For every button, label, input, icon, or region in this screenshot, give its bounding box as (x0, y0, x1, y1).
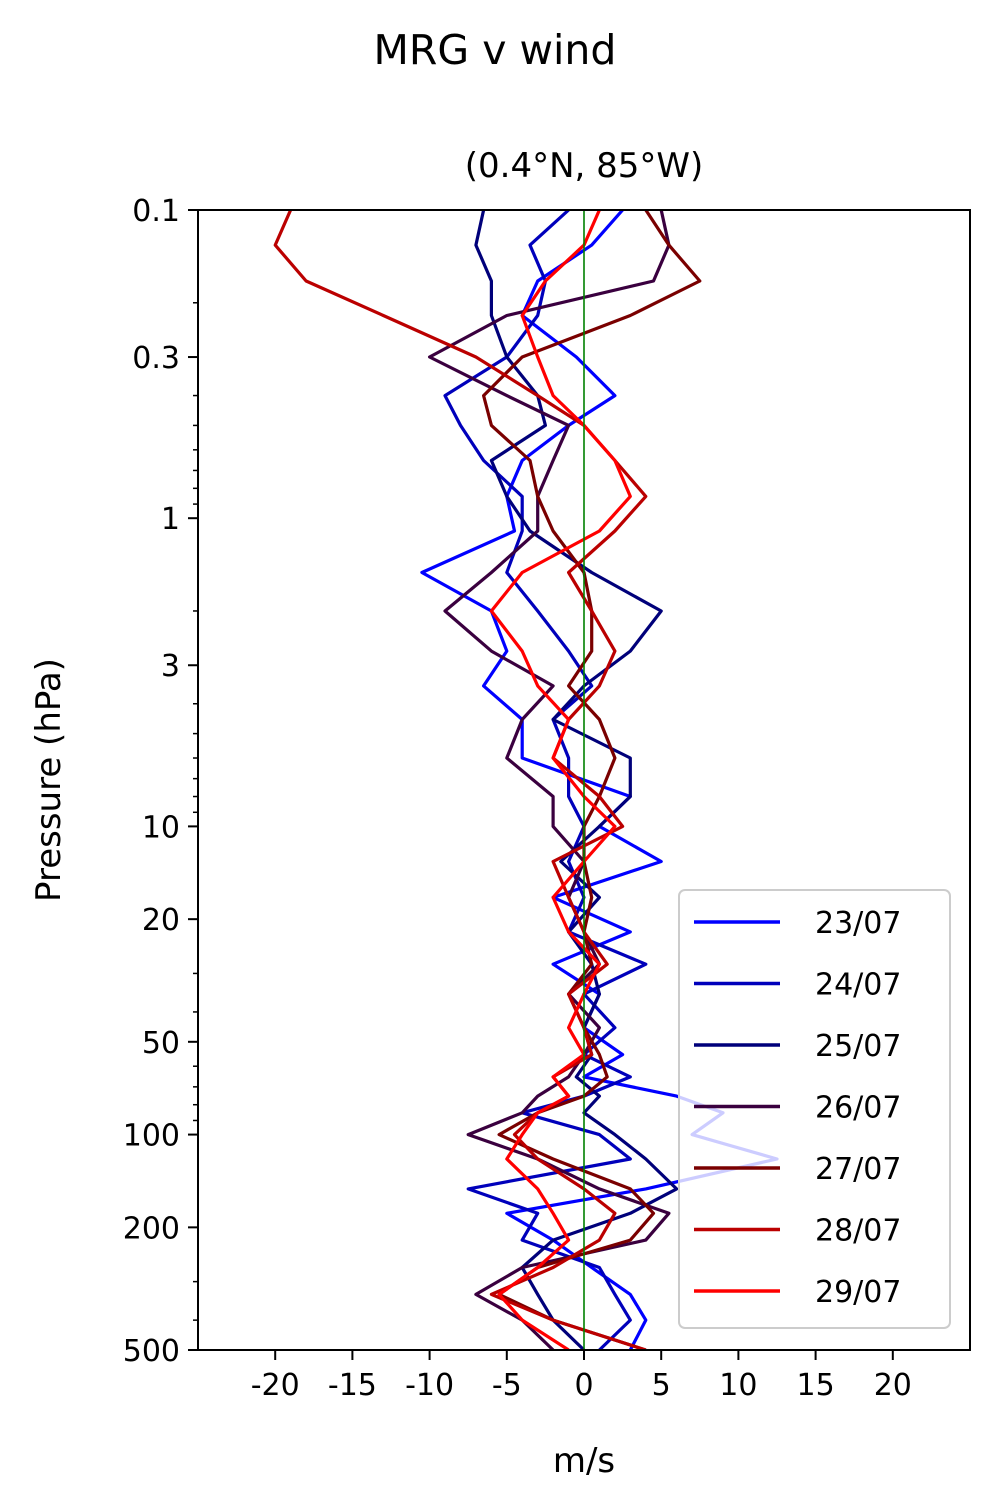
x-tick-label: 0 (574, 1368, 593, 1403)
x-tick-label: -20 (251, 1368, 300, 1403)
x-tick-label: 15 (797, 1368, 835, 1403)
legend-label: 27/07 (815, 1152, 901, 1187)
legend-label: 24/07 (815, 968, 901, 1003)
y-tick-label: 200 (123, 1211, 180, 1246)
y-tick-label: 3 (161, 649, 180, 684)
y-tick-label: 50 (142, 1026, 180, 1061)
y-axis-label: Pressure (hPa) (29, 658, 69, 902)
y-tick-label: 100 (123, 1119, 180, 1154)
legend-items: 23/07 24/07 25/07 26/07 27/07 28/07 29/07 (694, 906, 901, 1310)
y-tick-layer: 0.1 0.3 1 3 10 20 50 100 200 500 (123, 194, 198, 1369)
legend-frame (678, 889, 951, 1329)
series-line-28-07 (273, 210, 648, 1350)
legend-label: 25/07 (815, 1029, 901, 1064)
legend-label: 29/07 (815, 1275, 901, 1310)
legend-label: 23/07 (815, 906, 901, 941)
x-tick-label: -5 (492, 1368, 522, 1403)
x-tick-label: -10 (405, 1368, 454, 1403)
x-tick-label: -15 (328, 1368, 377, 1403)
figure-title: MRG v wind (373, 26, 617, 74)
y-tick-label: 0.1 (132, 194, 180, 229)
y-tick-label: 10 (142, 810, 180, 845)
x-axis-label: m/s (553, 1441, 615, 1481)
series-line-24-07 (443, 210, 648, 1350)
y-tick-label: 1 (161, 502, 180, 537)
x-tick-label: 5 (652, 1368, 671, 1403)
x-tick-label: 10 (719, 1368, 757, 1403)
y-tick-label: 500 (123, 1334, 180, 1369)
y-tick-label: 20 (142, 903, 180, 938)
x-tick-label: 20 (874, 1368, 912, 1403)
x-tick-layer: -20 -15 -10 -5 0 5 10 15 20 (251, 1350, 912, 1403)
axes-title: (0.4°N, 85°W) (464, 146, 704, 186)
legend-label: 28/07 (815, 1214, 901, 1249)
series-line-25-07 (474, 210, 679, 1350)
y-tick-label: 0.3 (132, 341, 180, 376)
legend: 23/07 24/07 25/07 26/07 27/07 28/07 29/07 (678, 889, 951, 1329)
legend-label: 26/07 (815, 1091, 901, 1126)
